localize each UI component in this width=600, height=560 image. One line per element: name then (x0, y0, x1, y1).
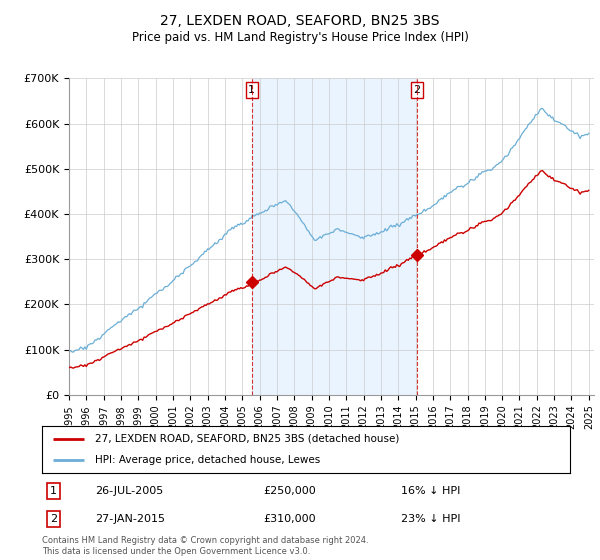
Text: 2: 2 (413, 85, 421, 95)
Text: Contains HM Land Registry data © Crown copyright and database right 2024.
This d: Contains HM Land Registry data © Crown c… (42, 536, 368, 556)
Text: 27, LEXDEN ROAD, SEAFORD, BN25 3BS: 27, LEXDEN ROAD, SEAFORD, BN25 3BS (160, 14, 440, 28)
Text: 27, LEXDEN ROAD, SEAFORD, BN25 3BS (detached house): 27, LEXDEN ROAD, SEAFORD, BN25 3BS (deta… (95, 434, 399, 444)
Text: £250,000: £250,000 (264, 486, 317, 496)
Bar (252, 78, 417, 395)
Text: 16% ↓ HPI: 16% ↓ HPI (401, 486, 460, 496)
Text: 26-JUL-2005: 26-JUL-2005 (95, 486, 163, 496)
Text: 1: 1 (50, 486, 57, 496)
Text: £310,000: £310,000 (264, 514, 316, 524)
Text: 23% ↓ HPI: 23% ↓ HPI (401, 514, 461, 524)
Text: 27-JAN-2015: 27-JAN-2015 (95, 514, 165, 524)
Text: Price paid vs. HM Land Registry's House Price Index (HPI): Price paid vs. HM Land Registry's House … (131, 31, 469, 44)
Text: 1: 1 (248, 85, 255, 95)
Text: 2: 2 (50, 514, 57, 524)
Text: HPI: Average price, detached house, Lewes: HPI: Average price, detached house, Lewe… (95, 455, 320, 465)
